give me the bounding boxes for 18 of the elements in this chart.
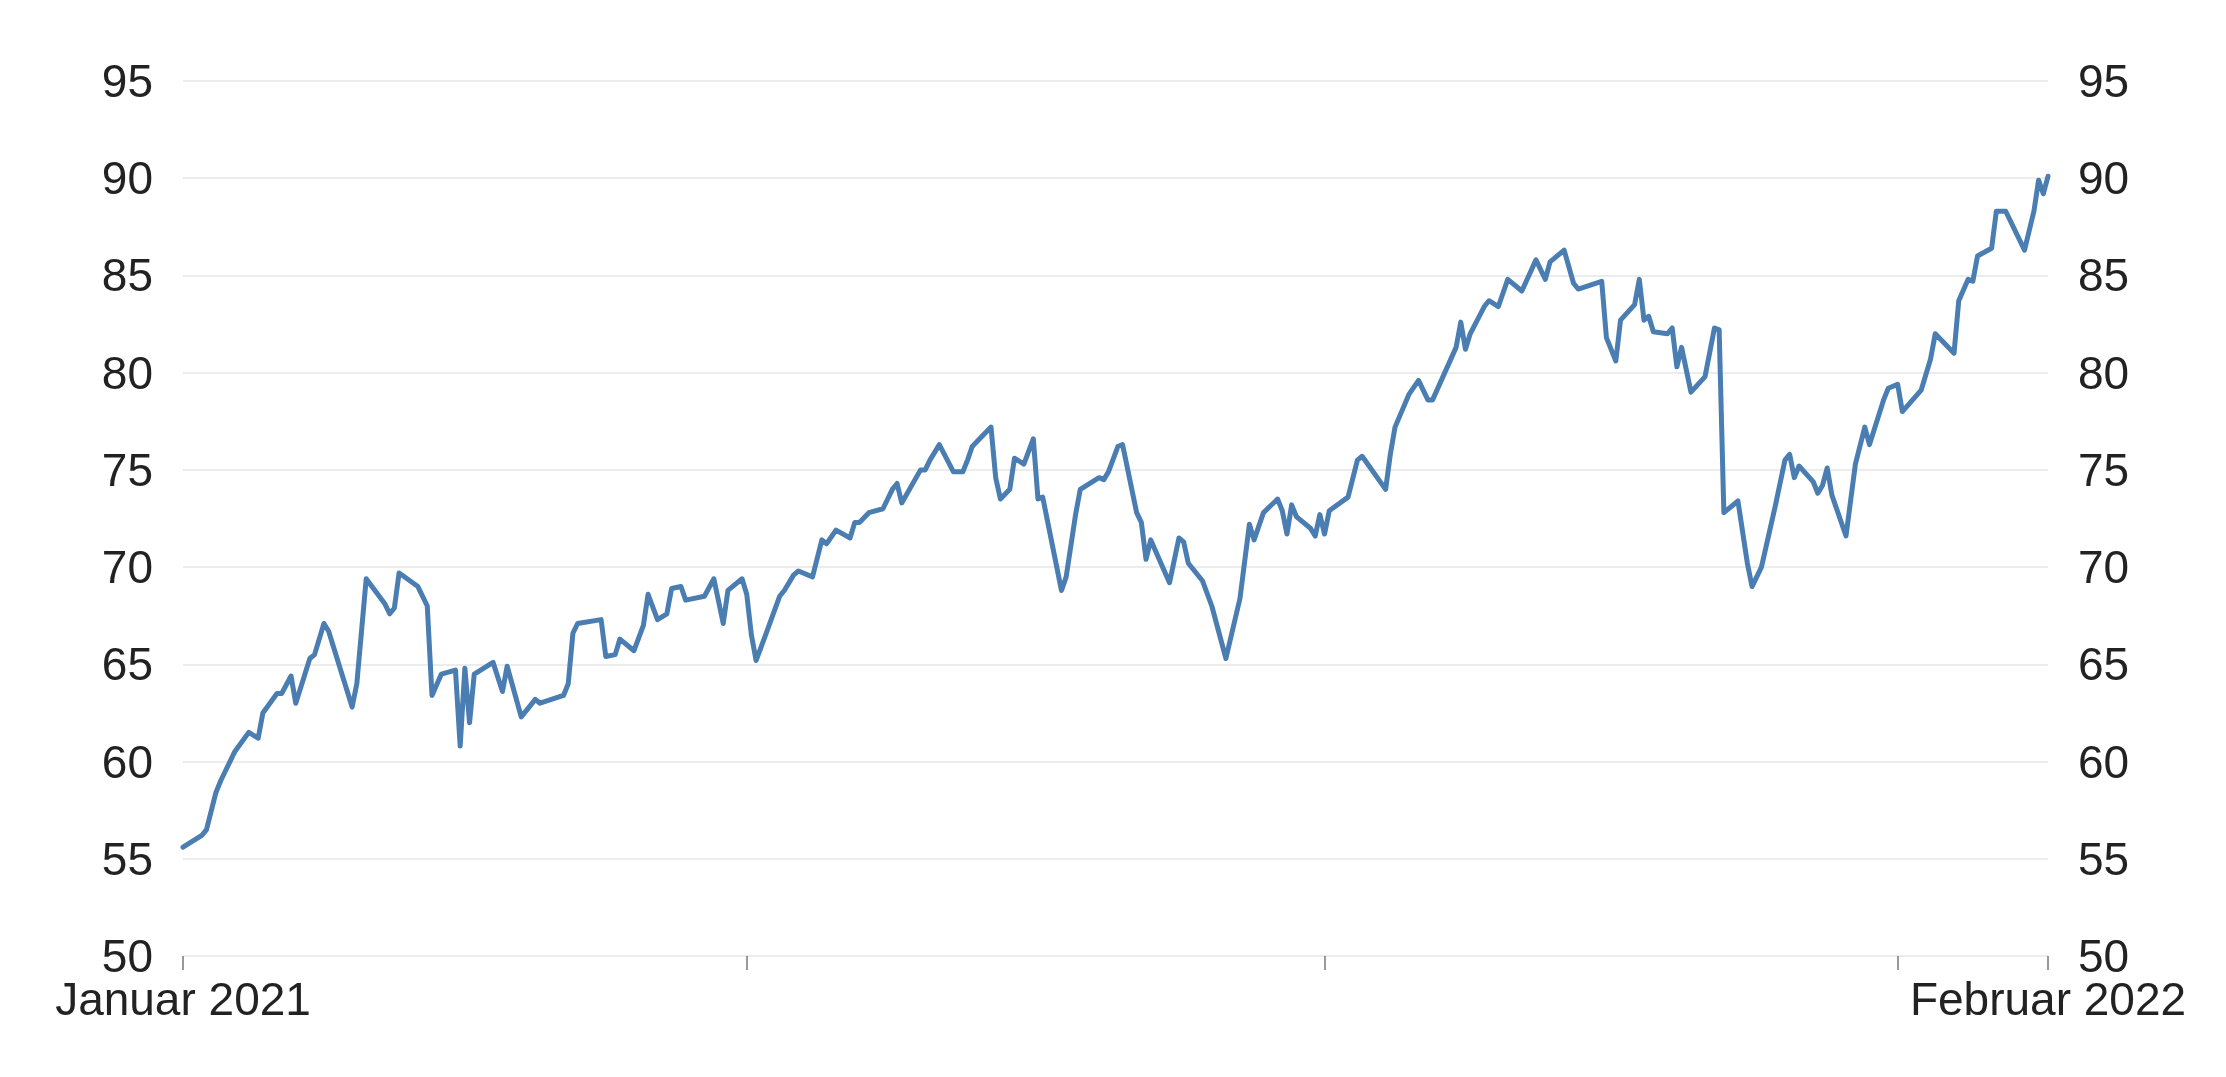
y2-tick-label: 75 [2078, 443, 2130, 496]
y2-tick-label: 60 [2078, 735, 2130, 788]
y-tick-label: 60 [101, 735, 153, 788]
y2-tick-label: 65 [2078, 638, 2130, 691]
y2-tick-label: 80 [2078, 346, 2130, 399]
y2-tick-label: 90 [2078, 152, 2130, 205]
y2-tick-label: 70 [2078, 541, 2130, 594]
y-tick-label: 65 [101, 638, 153, 691]
y2-tick-label: 95 [2078, 55, 2130, 107]
y-tick-label: 90 [101, 152, 153, 205]
y2-tick-label: 85 [2078, 249, 2130, 302]
y-tick-label: 70 [101, 541, 153, 594]
y-tick-label: 55 [101, 832, 153, 885]
y-tick-label: 95 [101, 55, 153, 107]
y-tick-label: 85 [101, 249, 153, 302]
y-tick-label: 80 [101, 346, 153, 399]
y2-tick-label: 55 [2078, 832, 2130, 885]
y-tick-label: 75 [101, 443, 153, 496]
